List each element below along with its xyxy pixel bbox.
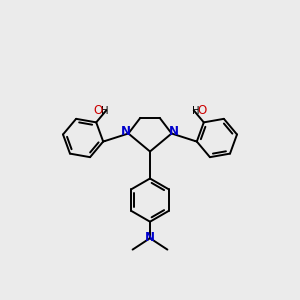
Text: H: H (101, 106, 109, 116)
Text: O: O (94, 104, 103, 117)
Text: N: N (121, 125, 131, 138)
Text: N: N (145, 231, 155, 244)
Text: H: H (191, 106, 199, 116)
Text: N: N (169, 125, 179, 138)
Text: O: O (197, 104, 206, 117)
